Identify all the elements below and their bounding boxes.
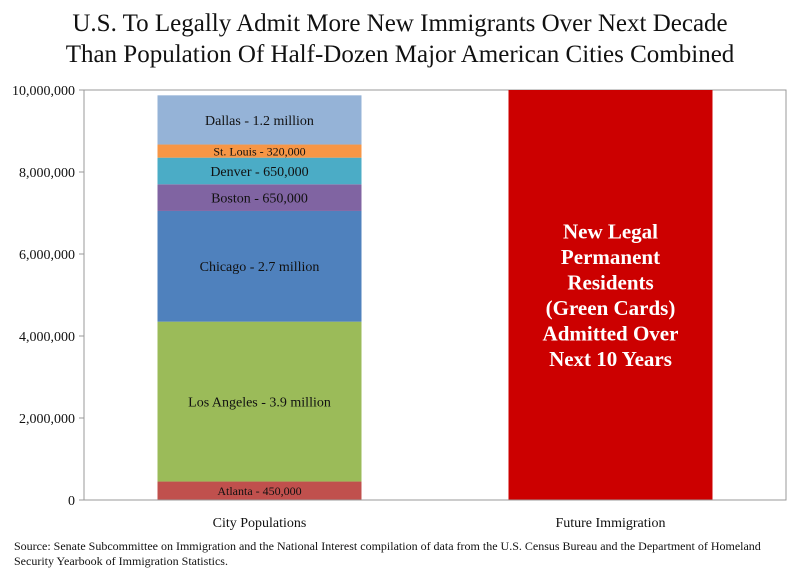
bar-chicago xyxy=(157,210,362,322)
chart-title-line-1: U.S. To Legally Admit More New Immigrant… xyxy=(72,10,728,37)
source-note: Source: Senate Subcommittee on Immigrati… xyxy=(14,539,761,568)
y-tick-label: 6,000,000 xyxy=(19,248,75,263)
bar-st-louis xyxy=(157,144,362,158)
bar-future xyxy=(508,90,713,500)
y-tick-label: 2,000,000 xyxy=(19,412,75,427)
bar-label-chicago: Chicago - 2.7 million xyxy=(200,260,320,275)
x-category-label: City Populations xyxy=(213,516,307,531)
chart-title-line-2: Than Population Of Half-Dozen Major Amer… xyxy=(65,41,735,68)
bar-label-st-louis: St. Louis - 320,000 xyxy=(213,144,305,158)
bar-label-future: New Legal Permanent Residents (Green Cards)… xyxy=(543,219,679,371)
bar-boston xyxy=(157,184,362,211)
bar-los-angeles xyxy=(157,321,362,482)
bar-label-los-angeles: Los Angeles - 3.9 million xyxy=(188,396,331,411)
y-tick-label: 10,000,000 xyxy=(12,84,75,99)
bar-dallas xyxy=(157,95,362,145)
y-tick-label: 4,000,000 xyxy=(19,330,75,345)
y-tick-label: 0 xyxy=(68,494,75,509)
bar-denver xyxy=(157,157,362,185)
x-category-label: Future Immigration xyxy=(555,516,665,531)
bar-label-dallas: Dallas - 1.2 million xyxy=(205,114,314,129)
bar-label-boston: Boston - 650,000 xyxy=(211,192,308,207)
bar-label-denver: Denver - 650,000 xyxy=(210,165,308,180)
bar-atlanta xyxy=(157,481,362,500)
y-tick-label: 8,000,000 xyxy=(19,166,75,181)
bar-label-atlanta: Atlanta - 450,000 xyxy=(217,484,301,498)
